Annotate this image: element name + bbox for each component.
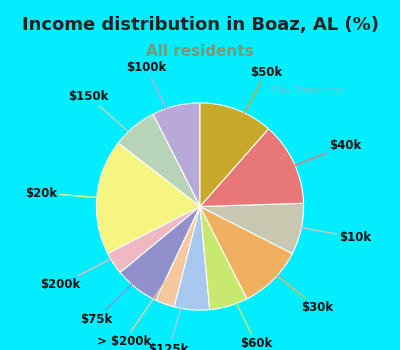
Wedge shape xyxy=(200,206,247,310)
Text: $20k: $20k xyxy=(26,187,144,201)
Wedge shape xyxy=(118,114,200,206)
Text: $100k: $100k xyxy=(126,61,186,152)
Wedge shape xyxy=(200,129,304,206)
Wedge shape xyxy=(200,206,292,299)
Wedge shape xyxy=(156,206,200,307)
Text: $40k: $40k xyxy=(251,139,362,183)
Text: $60k: $60k xyxy=(216,261,272,350)
Text: $200k: $200k xyxy=(40,237,152,292)
Text: Income distribution in Boaz, AL (%): Income distribution in Boaz, AL (%) xyxy=(22,16,378,34)
Text: $50k: $50k xyxy=(220,66,283,154)
Wedge shape xyxy=(200,203,304,253)
Wedge shape xyxy=(153,103,200,206)
Text: $30k: $30k xyxy=(240,246,333,314)
Text: City-Data.com: City-Data.com xyxy=(270,86,345,96)
Wedge shape xyxy=(120,206,200,300)
Wedge shape xyxy=(174,206,210,310)
Text: $10k: $10k xyxy=(255,219,372,244)
Text: $125k: $125k xyxy=(148,263,195,350)
Wedge shape xyxy=(96,143,200,253)
Wedge shape xyxy=(200,103,268,206)
Wedge shape xyxy=(108,206,200,273)
Text: All residents: All residents xyxy=(146,44,254,59)
Text: $75k: $75k xyxy=(80,251,165,326)
Text: > $200k: > $200k xyxy=(97,259,180,348)
Text: $150k: $150k xyxy=(68,90,164,163)
